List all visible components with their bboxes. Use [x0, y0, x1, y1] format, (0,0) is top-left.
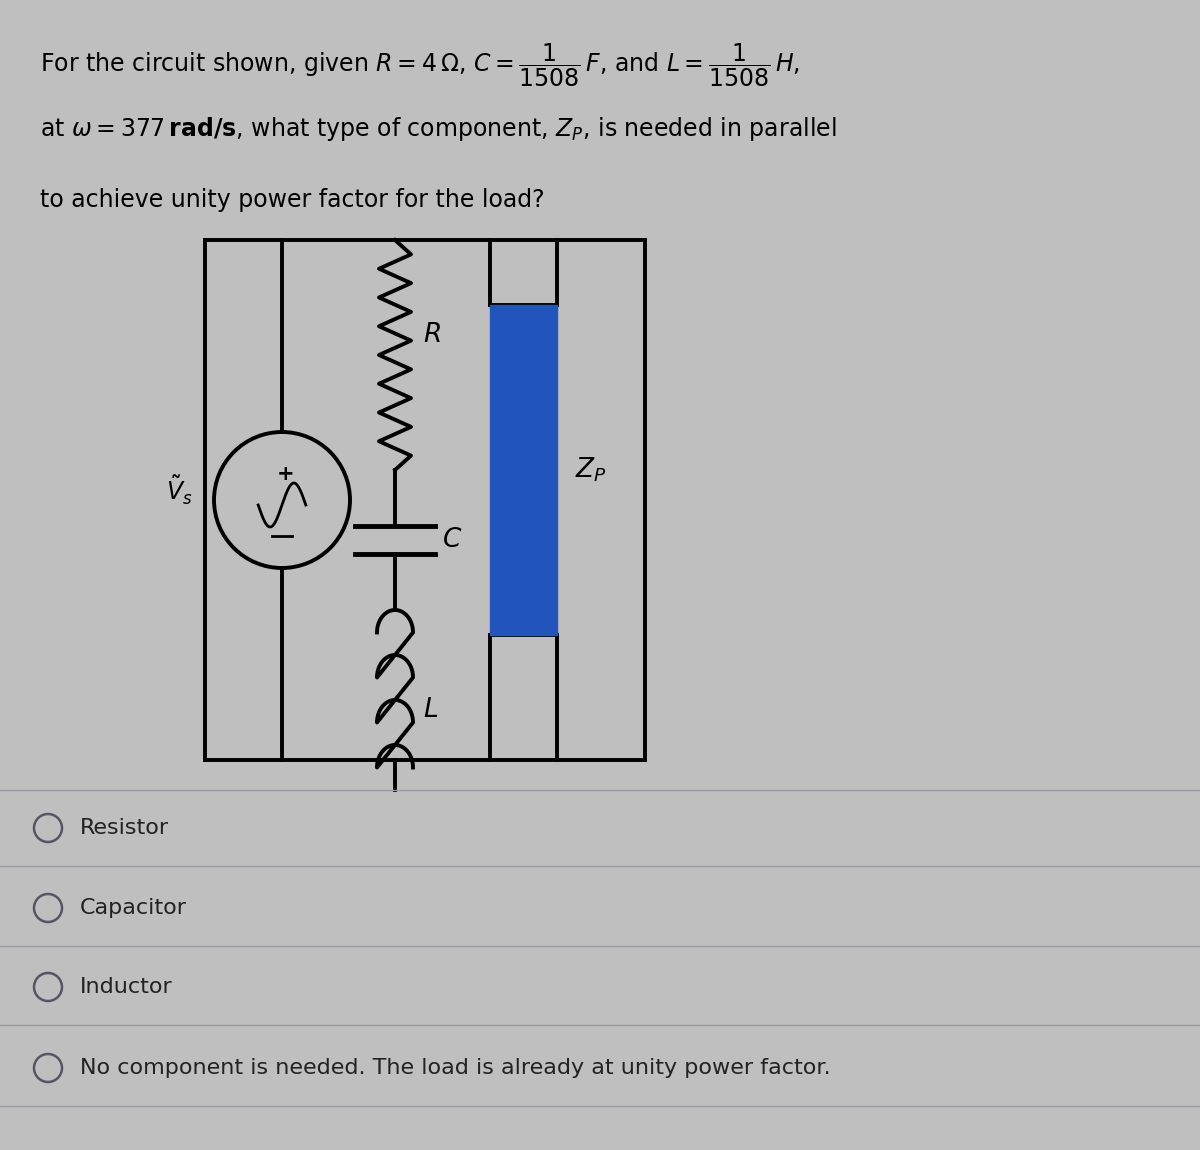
Text: at $\omega = 377\,\mathbf{rad/s}$, what type of component, $Z_P$, is needed in p: at $\omega = 377\,\mathbf{rad/s}$, what …	[40, 115, 836, 143]
Text: Resistor: Resistor	[80, 818, 169, 838]
Text: Capacitor: Capacitor	[80, 898, 187, 918]
Text: No component is needed. The load is already at unity power factor.: No component is needed. The load is alre…	[80, 1058, 830, 1078]
Text: For the circuit shown, given $R=4\,\Omega$, $C=\dfrac{1}{1508}\,F$, and $L=\dfra: For the circuit shown, given $R=4\,\Omeg…	[40, 43, 800, 90]
Text: $Z_P$: $Z_P$	[575, 455, 607, 484]
Text: C: C	[443, 527, 461, 553]
Text: +: +	[277, 463, 295, 484]
Text: $\tilde{V}_s$: $\tilde{V}_s$	[167, 474, 193, 506]
Bar	[490, 305, 557, 635]
Text: R: R	[424, 322, 442, 348]
Text: L: L	[424, 697, 438, 723]
Text: to achieve unity power factor for the load?: to achieve unity power factor for the lo…	[40, 187, 545, 212]
Text: Inductor: Inductor	[80, 978, 173, 997]
